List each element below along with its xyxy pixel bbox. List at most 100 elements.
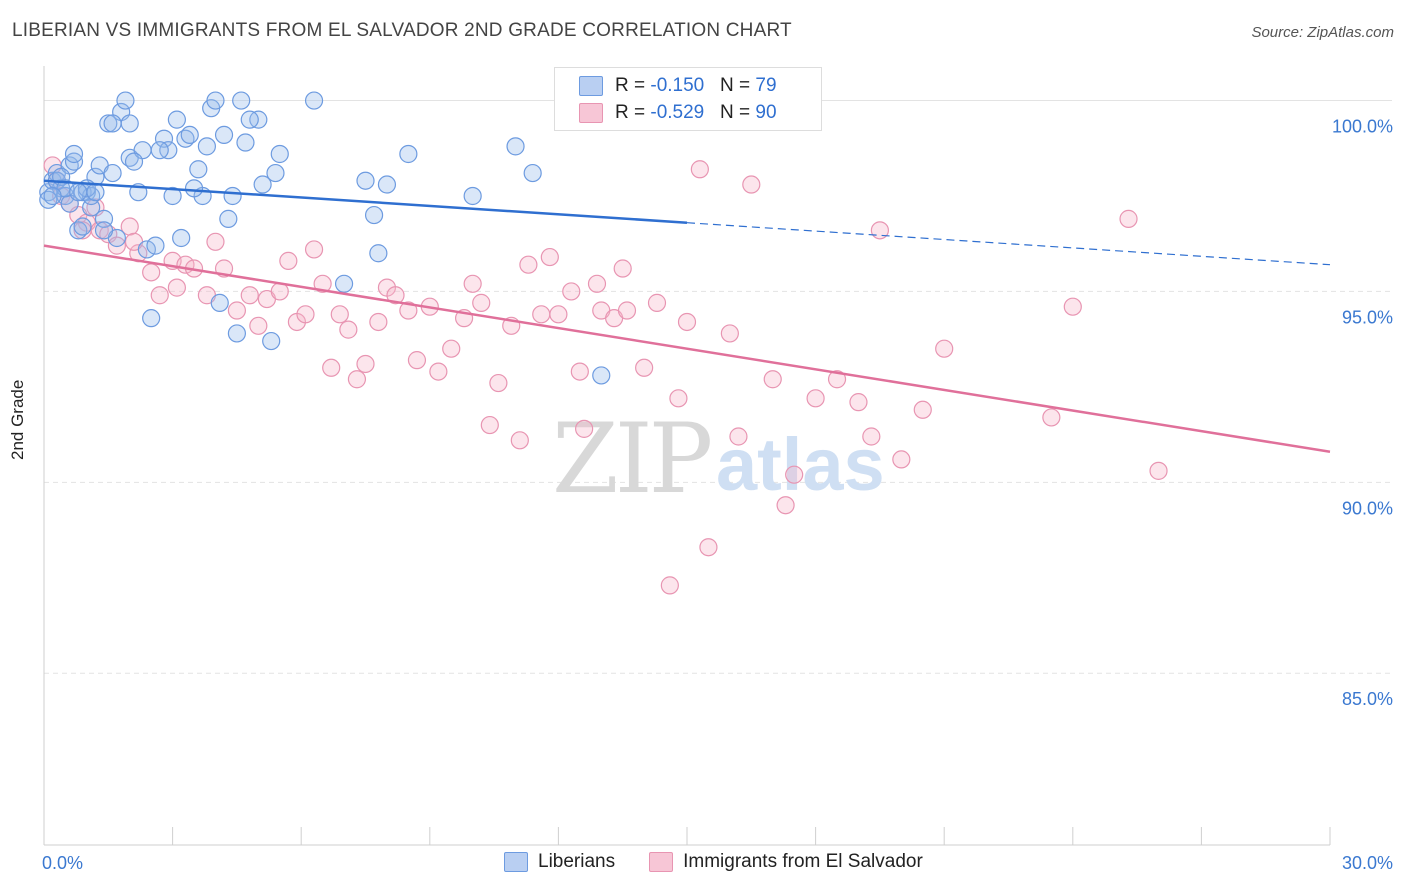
liberians-point (227, 324, 246, 343)
el-salvador-point (407, 351, 427, 370)
el-salvador-point (472, 293, 491, 312)
liberians-point (154, 129, 174, 148)
liberians-point (197, 137, 216, 156)
liberians-point (210, 293, 229, 312)
legend-row-el-salvador: R = -0.529 N = 90 (579, 100, 777, 126)
el-salvador-point (322, 358, 341, 377)
legend-r-value: -0.529 (650, 102, 705, 123)
el-salvador-point (1042, 408, 1061, 427)
liberians-point (120, 114, 139, 133)
liberians-point (506, 137, 525, 156)
el-salvador-point (570, 362, 589, 381)
watermark-zip: ZIP (552, 403, 711, 515)
el-salvador-point (1149, 461, 1168, 480)
el-salvador-point (575, 419, 594, 438)
legend-n-value: 90 (755, 102, 777, 123)
el-salvador-point (892, 450, 911, 469)
el-salvador-point (142, 263, 161, 282)
el-salvador-point (369, 312, 388, 332)
liberians-point (180, 125, 199, 145)
liberians-trend-solid (43, 179, 688, 224)
liberians-point (137, 240, 156, 259)
liberians-point (236, 133, 255, 152)
liberians-point (369, 244, 388, 263)
liberians-point (103, 114, 122, 133)
el-salvador-point (249, 316, 268, 335)
liberians-point (124, 152, 144, 171)
el-salvador-point (279, 251, 298, 270)
liberians-point (253, 175, 272, 194)
liberians-point (270, 144, 289, 164)
liberians-point (146, 236, 165, 255)
liberians-point (304, 91, 324, 110)
el-salvador-point (587, 274, 607, 293)
el-salvador-point (913, 400, 932, 419)
el-salvador-point (510, 431, 529, 450)
grid-lines (44, 100, 1392, 674)
legend-row-liberians: R = -0.150 N = 79 (579, 73, 777, 99)
legend-n-label: N = (720, 102, 751, 123)
el-salvador-point (330, 305, 349, 324)
el-salvador-point (635, 358, 654, 377)
liberians-point (184, 179, 204, 198)
el-salvador-point (720, 324, 739, 343)
el-salvador-point (532, 305, 551, 324)
liberians-point (64, 144, 84, 164)
el-salvador-point (690, 160, 709, 179)
legend-swatch-blue (579, 76, 603, 96)
liberians-point (262, 331, 281, 351)
el-salvador-point (729, 427, 748, 446)
el-salvador-point (167, 278, 186, 297)
liberians-point (142, 309, 161, 328)
el-salvador-point (763, 370, 782, 389)
legend-n-value: 79 (755, 75, 777, 96)
liberians-point (103, 163, 122, 183)
liberians-point (266, 163, 285, 183)
el-salvador-point (1063, 297, 1082, 316)
liberians-point (364, 205, 384, 225)
el-salvador-point (540, 247, 559, 267)
el-salvador-point (240, 286, 259, 305)
el-salvador-point (480, 415, 499, 435)
chart-title: LIBERIAN VS IMMIGRANTS FROM EL SALVADOR … (12, 20, 792, 41)
liberians-point (172, 228, 191, 248)
liberians-point (64, 152, 84, 171)
liberians-point (86, 183, 105, 202)
el-salvador-point (660, 576, 679, 595)
bottom-legend: Liberians Immigrants from El Salvador (504, 851, 957, 873)
liberians-point (94, 221, 114, 240)
el-salvador-point (442, 339, 461, 358)
liberians-point (206, 91, 225, 110)
el-salvador-point (519, 255, 538, 274)
legend-r-value: -0.150 (650, 75, 705, 96)
liberians-point (163, 186, 182, 206)
el-salvador-point (489, 373, 508, 393)
watermark-atlas: atlas (716, 423, 885, 506)
x-tick-label-min: 0.0% (42, 853, 83, 873)
el-salvador-point (849, 393, 868, 412)
axes (43, 66, 1331, 846)
el-salvador-point (699, 538, 718, 557)
liberians-point (73, 217, 92, 236)
el-salvador-point (862, 427, 881, 446)
source-label: Source: ZipAtlas.com (1251, 24, 1394, 41)
liberians-point (214, 125, 234, 145)
series-liberians-points (39, 91, 611, 385)
y-tick-label: 95.0% (1342, 307, 1393, 327)
el-salvador-point (549, 305, 568, 324)
legend-r-label: R = (615, 102, 651, 123)
el-salvador-point (742, 175, 761, 194)
el-salvador-point (463, 274, 482, 293)
liberians-point (377, 175, 397, 194)
el-salvador-point (107, 236, 126, 255)
watermark: ZIP atlas (552, 403, 885, 515)
y-tick-label: 85.0% (1342, 689, 1393, 709)
el-salvador-point (617, 301, 637, 320)
el-salvador-point (669, 389, 688, 408)
el-salvador-point (935, 339, 954, 358)
liberians-trend-dashed (686, 222, 1331, 266)
liberians-point (240, 110, 259, 129)
liberians-point (223, 186, 242, 206)
legend-swatch-pink (579, 103, 603, 123)
